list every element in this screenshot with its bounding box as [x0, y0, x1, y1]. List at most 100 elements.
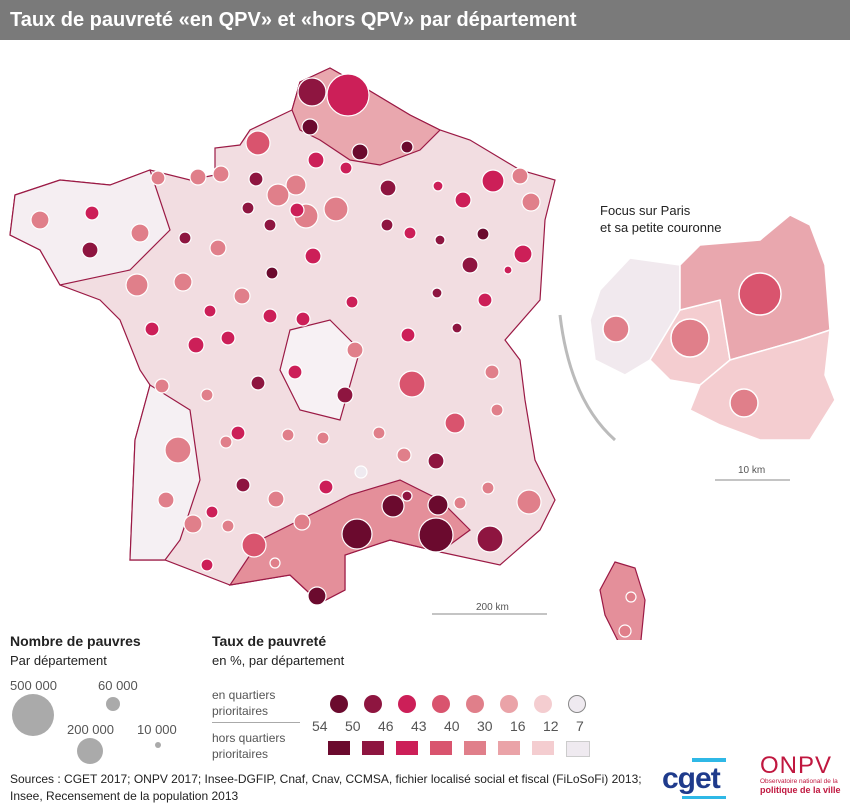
department-circle [476, 227, 490, 241]
department-circle [396, 447, 412, 463]
department-circle [477, 292, 493, 308]
department-circle [490, 403, 504, 417]
legend-circle-0 [330, 695, 348, 713]
legend-circle-7 [568, 695, 586, 713]
department-circle [183, 514, 203, 534]
department-circle [297, 77, 327, 107]
department-circle [281, 428, 295, 442]
department-circle [354, 465, 368, 479]
department-circle [513, 244, 533, 264]
legend-swatch-6 [532, 741, 554, 755]
paris-inset [589, 214, 836, 441]
department-circle [285, 174, 307, 196]
legend-break: 54 [312, 718, 328, 734]
rate-legend-title: Taux de pauvreté [212, 633, 327, 649]
inset-title-1: Focus sur Paris [600, 203, 691, 218]
department-circle [341, 518, 373, 550]
department-circle [301, 118, 319, 136]
department-circle [221, 519, 235, 533]
department-circle [189, 168, 207, 186]
department-circle [144, 321, 160, 337]
legend-circle-2 [398, 695, 416, 713]
department-circle [336, 386, 354, 404]
legend-break: 46 [378, 718, 394, 734]
inset-circle [729, 388, 759, 418]
department-circle [451, 322, 463, 334]
legend-circle-3 [432, 695, 450, 713]
rate-legend-subtitle: en %, par département [212, 653, 345, 668]
department-circle [130, 223, 150, 243]
department-circle [345, 295, 359, 309]
department-circle [212, 165, 230, 183]
department-circle [351, 143, 369, 161]
department-circle [401, 490, 413, 502]
row1-label: prioritaires [212, 704, 269, 718]
department-circle [318, 479, 334, 495]
size-circle-60000 [106, 697, 120, 711]
department-circle [323, 196, 349, 222]
onpv-logo: ONPV Observatoire national de la politiq… [760, 752, 841, 795]
department-circle [400, 327, 416, 343]
corsica [599, 561, 646, 640]
size-200000: 200 000 [67, 722, 114, 737]
legend-divider [212, 722, 300, 723]
department-circle [187, 336, 205, 354]
size-60000: 60 000 [98, 678, 138, 693]
map-scale-label: 200 km [476, 602, 509, 613]
sources-line-1: Sources : CGET 2017; ONPV 2017; Insee-DG… [10, 772, 642, 786]
department-circle [444, 412, 466, 434]
size-500000: 500 000 [10, 678, 57, 693]
size-circle-200000 [77, 738, 103, 764]
department-circle [427, 494, 449, 516]
department-circle [154, 378, 170, 394]
department-circle [381, 494, 405, 518]
department-circle [84, 205, 100, 221]
department-circle [372, 426, 386, 440]
row2-label: prioritaires [212, 747, 269, 761]
department-circle [454, 191, 472, 209]
row1-label: en quartiers [212, 688, 276, 702]
legend-swatch-5 [498, 741, 520, 755]
sources-line-2: Insee, Recensement de la population 2013 [10, 789, 239, 803]
department-circle [481, 481, 495, 495]
legend-swatch-4 [464, 741, 486, 755]
department-circle [400, 140, 414, 154]
inset-title-2: et sa petite couronne [600, 220, 722, 235]
department-circle [178, 231, 192, 245]
legend-swatch-2 [396, 741, 418, 755]
department-circle [241, 532, 267, 558]
france-outline [9, 67, 556, 604]
legend-circle-1 [364, 695, 382, 713]
legend-circle-4 [466, 695, 484, 713]
department-circle [339, 161, 353, 175]
legend-break: 7 [576, 718, 584, 734]
legend-swatch-7 [566, 741, 590, 757]
inset-circle [670, 318, 710, 358]
department-circle [484, 364, 500, 380]
department-circle [418, 517, 454, 553]
department-circle [248, 171, 264, 187]
cget-logo: cget [662, 758, 742, 799]
department-circle [521, 192, 541, 212]
department-circle [625, 591, 637, 603]
department-circle [293, 513, 311, 531]
department-circle [265, 266, 279, 280]
department-circle [157, 491, 175, 509]
inset-scale-label: 10 km [738, 465, 766, 476]
department-circle [209, 239, 227, 257]
legend-circle-5 [500, 695, 518, 713]
size-10000: 10 000 [137, 722, 177, 737]
department-circle [307, 151, 325, 169]
department-circle [511, 167, 529, 185]
department-circle [379, 179, 397, 197]
legend-swatch-1 [362, 741, 384, 755]
department-circle [287, 364, 303, 380]
legend-break: 12 [543, 718, 559, 734]
department-circle [316, 431, 330, 445]
france-map [9, 67, 836, 640]
department-circle [503, 265, 513, 275]
size-circle-500000 [12, 694, 54, 736]
legend-circle-6 [534, 695, 552, 713]
department-circle [431, 287, 443, 299]
department-circle [150, 170, 166, 186]
